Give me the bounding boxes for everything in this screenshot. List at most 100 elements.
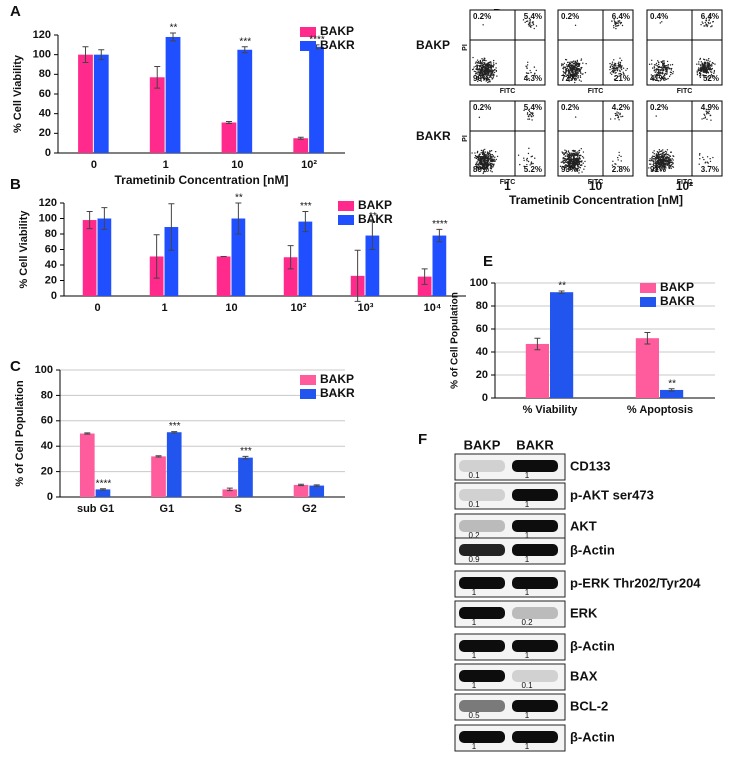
event-dot: [484, 74, 486, 76]
bar: [149, 77, 165, 153]
event-dot: [570, 64, 573, 66]
event-dot: [567, 168, 569, 170]
event-dot: [652, 151, 654, 154]
event-dot: [705, 59, 708, 61]
event-dot: [566, 61, 569, 64]
event-dot: [486, 74, 488, 76]
event-dot: [479, 71, 482, 74]
event-dot: [659, 66, 662, 69]
event-dot: [612, 25, 615, 27]
event-dot: [709, 60, 711, 63]
error-bar: [168, 203, 175, 251]
legend-label: BAKR: [358, 212, 393, 226]
protein-label: p-ERK Thr202/Tyr204: [570, 575, 701, 590]
significance: ****: [309, 34, 325, 45]
event-dot: [490, 72, 492, 74]
event-dot: [672, 155, 675, 158]
event-dot: [578, 79, 581, 81]
event-dot: [570, 68, 573, 70]
event-dot: [578, 161, 580, 164]
bar: [222, 489, 238, 497]
event-dot: [486, 77, 489, 79]
event-dot: [663, 170, 665, 172]
band: [459, 607, 505, 619]
event-dot: [659, 69, 662, 71]
event-dot: [709, 64, 712, 67]
event-dot: [663, 165, 666, 167]
event-dot: [657, 152, 660, 155]
quadrant-label: 0.2%: [473, 103, 491, 112]
event-dot: [654, 159, 656, 161]
bar: [78, 54, 93, 153]
event-dot: [713, 72, 715, 75]
error-bar: [101, 207, 108, 230]
band-quant: 1: [472, 618, 477, 627]
event-dot: [616, 111, 618, 113]
event-dot: [615, 71, 617, 74]
event-dot: [658, 71, 660, 73]
event-dot: [700, 61, 703, 63]
event-dot: [580, 164, 582, 167]
event-dot: [490, 67, 493, 69]
event-dot: [490, 157, 492, 160]
event-dot: [708, 77, 710, 79]
event-dot: [670, 159, 672, 162]
band-quant: 0.2: [521, 618, 533, 627]
significance: ***: [240, 446, 252, 457]
event-dot: [488, 152, 491, 155]
event-dot: [708, 63, 711, 66]
event-dot: [704, 71, 707, 74]
event-dot: [572, 75, 574, 78]
event-dot: [661, 21, 663, 23]
event-dot: [707, 61, 709, 63]
bar: [165, 36, 181, 153]
event-dot: [572, 155, 575, 158]
event-dot: [523, 157, 525, 159]
event-dot: [657, 169, 659, 171]
significance: ***: [169, 421, 181, 432]
event-dot: [665, 70, 668, 73]
event-dot: [699, 71, 701, 74]
event-dot: [581, 160, 583, 162]
event-dot: [486, 68, 488, 70]
event-dot: [655, 170, 658, 172]
lane-label: BAKP: [464, 437, 501, 452]
event-dot: [572, 65, 575, 67]
event-dot: [479, 70, 481, 72]
panel-letter: F: [418, 431, 427, 448]
event-dot: [562, 156, 565, 159]
event-dot: [494, 156, 496, 158]
y-axis-label: % Cell Viability: [12, 54, 24, 133]
y-axis-label: % of Cell Population: [450, 292, 461, 389]
event-dot: [614, 118, 616, 120]
event-dot: [660, 166, 662, 168]
legend-swatch: [640, 297, 656, 307]
event-dot: [659, 22, 662, 24]
event-dot: [713, 71, 716, 73]
event-dot: [576, 163, 578, 165]
event-dot: [484, 71, 487, 73]
x-tick-label: G2: [302, 503, 317, 515]
event-dot: [492, 70, 495, 72]
band: [459, 520, 505, 532]
y-tick-label: 40: [39, 108, 51, 120]
event-dot: [619, 112, 621, 115]
event-dot: [614, 69, 616, 72]
event-dot: [485, 80, 487, 82]
event-dot: [709, 71, 712, 73]
event-dot: [609, 62, 611, 65]
event-dot: [614, 62, 616, 64]
event-dot: [616, 113, 618, 115]
event-dot: [570, 159, 572, 161]
quadrant-label: 0.2%: [561, 103, 579, 112]
event-dot: [486, 162, 489, 165]
error-bar: [155, 455, 162, 458]
event-dot: [578, 163, 580, 165]
event-dot: [478, 116, 481, 119]
event-dot: [576, 73, 578, 76]
y-tick-label: 20: [39, 127, 51, 139]
event-dot: [660, 61, 662, 63]
event-dot: [655, 153, 658, 155]
event-dot: [531, 112, 533, 115]
event-dot: [573, 151, 575, 153]
